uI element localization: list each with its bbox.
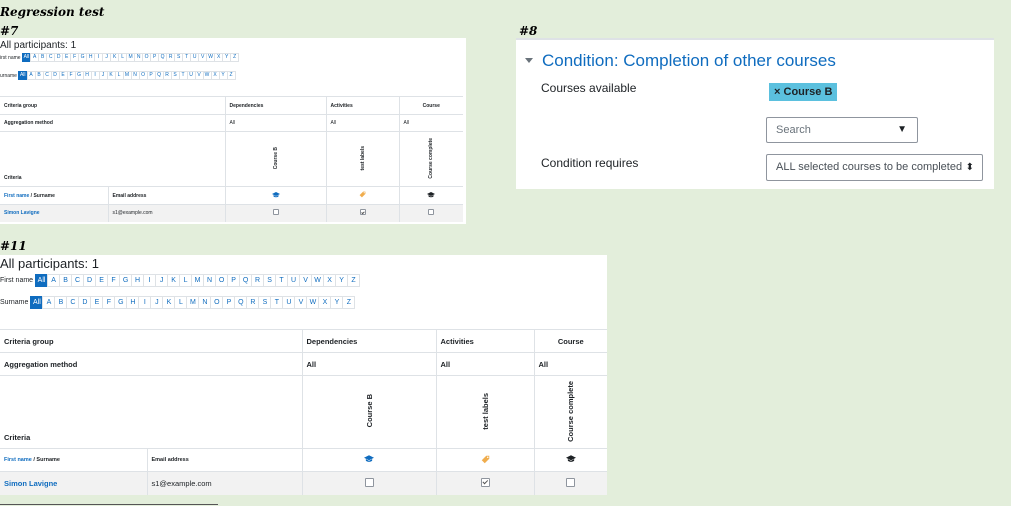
user-email: s1@example.com [108, 204, 226, 222]
selected-course-tag[interactable]: × Course B [769, 83, 838, 101]
email-header: Email address [108, 186, 226, 205]
aggregation-method-label: Aggregation method [0, 114, 226, 132]
completion-table-large: Criteria group Dependencies Activities C… [0, 329, 607, 495]
section-label-7: #7 [0, 24, 19, 38]
dependencies-header-large: Dependencies [302, 329, 437, 353]
course-search-select[interactable]: Search ▼ [766, 117, 918, 143]
course-complete-icon [427, 191, 436, 197]
firstname-filter-label: irst name [0, 54, 21, 61]
surname-letters: All A B C D E F G H I J K L M N O P Q R S T U V W X Y Z [17, 71, 236, 80]
firstname-filter-large: First name All A B C D E F G H I J K L M N O P Q R S T U V W X Y Z [0, 274, 361, 287]
select-arrows-icon: ⬍ [965, 162, 974, 173]
criterion-course-b: Course B [272, 146, 279, 170]
course-completion-icon [271, 191, 280, 197]
surname-letters-z[interactable]: Z [226, 71, 236, 80]
test-labels-status-large [480, 477, 490, 487]
activities-header-large: Activities [436, 329, 535, 353]
surname-filter-label-large: Surname [0, 299, 29, 306]
course-completion-icon-large [364, 455, 374, 462]
condition-panel: Condition: Completion of other courses C… [516, 38, 994, 189]
course-complete-icon-large [565, 455, 576, 462]
search-placeholder: Search [776, 124, 811, 136]
criteria-label-large: Criteria [0, 375, 303, 449]
aggregation-dependencies: All [225, 114, 327, 132]
firstname-filter-label-large: First name [0, 277, 34, 284]
remove-course-icon[interactable]: × [774, 86, 781, 98]
criterion-test-labels: test labels [359, 145, 366, 171]
activities-header: Activities [326, 96, 400, 115]
criteria-group-label-large: Criteria group [0, 329, 303, 353]
aggregation-method-label-large: Aggregation method [0, 352, 303, 376]
page-heading: Regression test [0, 5, 105, 19]
user-email-large: s1@example.com [147, 471, 303, 495]
completion-report-large: All participants: 1 First name All A B C D E F… [0, 255, 607, 495]
sort-firstname-link[interactable]: First name [4, 192, 30, 199]
condition-title[interactable]: Condition: Completion of other courses [542, 51, 836, 70]
selected-course-name: Course B [783, 86, 833, 98]
firstname-letters-large-z[interactable]: Z [347, 274, 361, 287]
surname-letters-large-z[interactable]: Z [342, 296, 356, 309]
firstname-filter: irst name All A B C D E F G H I J K L M N O P Q R S T U V W X Y Z [0, 53, 240, 62]
course-header: Course [399, 96, 463, 115]
firstname-letters-large-all[interactable]: All [35, 274, 49, 287]
criterion-course-b-large: Course B [364, 394, 374, 428]
firstname-letters-large: All A B C D E F G H I J K L M N O P Q R S T U V W X Y Z [35, 274, 361, 287]
sort-firstname-link-large[interactable]: First name [4, 457, 32, 463]
completion-report-small: All participants: 1 irst name All A B C D E F G… [0, 38, 466, 224]
criterion-course-complete-large: Course complete [566, 380, 576, 442]
section-label-11: #11 [0, 239, 27, 253]
email-header-large: Email address [147, 448, 303, 472]
aggregation-activities-large: All [436, 352, 535, 376]
completion-table: Criteria group Dependencies Activities C… [0, 96, 463, 222]
criteria-group-label: Criteria group [0, 96, 226, 115]
courses-available-label: Courses available [541, 81, 637, 95]
criterion-course-complete: Course complete [428, 137, 435, 179]
activity-label-icon-large [481, 455, 489, 463]
dropdown-arrow-icon: ▼ [897, 124, 907, 135]
surname-filter-large: Surname All A B C D E F G H I J K L M N O P Q R S T U V W X Y Z [0, 296, 356, 309]
user-name-link-large[interactable]: Simon Lavigne [4, 478, 58, 488]
surname-sort-sep-large[interactable]: / Surname [31, 457, 60, 463]
condition-requires-label: Condition requires [541, 156, 639, 170]
aggregation-activities: All [326, 114, 400, 132]
course-b-status-large [364, 477, 374, 487]
surname-letters-large: All A B C D E F G H I J K L M N O P Q R S T U V W X Y Z [30, 296, 356, 309]
bottom-divider [0, 504, 218, 505]
aggregation-course: All [399, 114, 463, 132]
criterion-test-labels-large: test labels [480, 392, 490, 430]
course-complete-status-large [566, 477, 576, 487]
activity-label-icon [359, 191, 366, 198]
user-name-link[interactable]: Simon Lavigne [4, 210, 40, 217]
criteria-label: Criteria [0, 131, 226, 187]
aggregation-dependencies-large: All [302, 352, 437, 376]
participants-count-large: All participants: 1 [0, 256, 99, 271]
condition-requires-value: ALL selected courses to be completed [776, 161, 963, 173]
surname-sort-sep[interactable]: / Surname [29, 192, 55, 199]
course-b-status [272, 209, 279, 216]
surname-filter: urname All A B C D E F G H I J K L M N O P Q R S T U V W X Y Z [0, 71, 236, 80]
test-labels-status [359, 209, 366, 216]
surname-filter-label: urname [0, 72, 17, 79]
course-complete-status [428, 209, 435, 216]
participants-count: All participants: 1 [0, 40, 77, 51]
section-label-8: #8 [519, 24, 538, 38]
dependencies-header: Dependencies [225, 96, 327, 115]
condition-requires-select[interactable]: ALL selected courses to be completed ⬍ [766, 154, 983, 181]
firstname-letters-z[interactable]: Z [230, 53, 240, 62]
collapse-caret-icon[interactable] [525, 58, 533, 63]
course-header-large: Course [534, 329, 607, 353]
firstname-letters: All A B C D E F G H I J K L M N O P Q R S T U V W X Y Z [21, 53, 240, 62]
aggregation-course-large: All [534, 352, 607, 376]
